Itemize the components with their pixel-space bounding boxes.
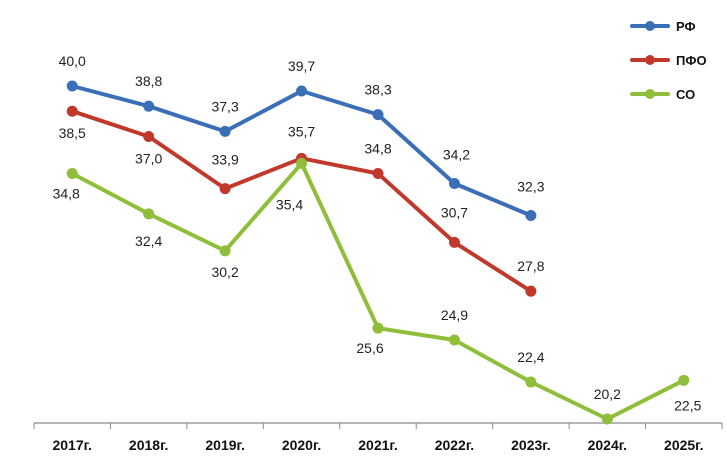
series-2-point (143, 130, 155, 142)
data-label-series-2: 33,9 (211, 152, 238, 168)
series-1-point (448, 178, 460, 190)
series-3-point (525, 376, 537, 388)
x-tick-label: 2021г. (358, 437, 397, 453)
series-3-point (143, 208, 155, 220)
series-1-point (525, 210, 537, 221)
data-label-series-1: 39,7 (288, 58, 315, 74)
x-tick-label: 2020г. (282, 437, 321, 453)
series-3-point (296, 157, 308, 169)
data-label-series-2: 37,0 (135, 150, 162, 166)
data-label-series-2: 38,5 (59, 125, 86, 141)
data-labels: 40,0 38,8 37,3 39,7 38,3 34,2 32,3 38,5 37,0 33,9… (53, 53, 702, 413)
series-1-point (66, 80, 78, 92)
legend-marker-3 (645, 89, 655, 99)
data-label-series-2: 30,7 (441, 204, 468, 220)
series-line-3 (70, 161, 686, 421)
legend-marker-1 (645, 21, 655, 31)
legend-marker-2 (645, 55, 655, 65)
data-label-series-3: 24,9 (441, 307, 468, 323)
data-label-series-2: 34,8 (364, 140, 391, 156)
data-label-series-2: 35,7 (288, 123, 315, 139)
legend-label-2: ПФО (676, 53, 707, 68)
data-label-series-1: 38,8 (135, 73, 162, 89)
series-1-point (143, 100, 155, 112)
data-label-series-1: 34,2 (443, 147, 470, 163)
data-label-series-3: 20,2 (594, 386, 621, 402)
data-label-series-3: 35,4 (276, 196, 303, 212)
series-3-point (601, 413, 613, 425)
series-3-point (219, 245, 231, 257)
x-tick-label: 2025г. (664, 437, 703, 453)
data-label-series-2: 27,8 (517, 258, 544, 274)
series-lines (70, 84, 686, 421)
series-2-point (66, 105, 78, 117)
legend: РФ ПФО СО (630, 19, 707, 102)
data-label-series-3: 34,8 (53, 185, 80, 201)
series-2-point (525, 285, 537, 297)
x-tick-label: 2023г. (511, 437, 550, 453)
series-2-point (448, 236, 460, 248)
series-1-point (296, 85, 308, 97)
x-tick-label: 2019г. (205, 437, 244, 453)
series-1-point (372, 109, 384, 121)
legend-label-1: РФ (676, 19, 696, 34)
series-3-point (448, 334, 460, 346)
series-2-point (219, 183, 231, 195)
data-label-series-3: 30,2 (211, 264, 238, 280)
series-2-point (372, 167, 384, 179)
data-label-series-3: 25,6 (356, 340, 383, 356)
series-1-point (219, 125, 231, 137)
series-3-point (678, 374, 690, 386)
data-label-series-3: 22,5 (674, 397, 701, 413)
x-tick-label: 2017г. (52, 437, 91, 453)
data-label-series-3: 32,4 (135, 233, 162, 249)
x-tick-label: 2018г. (129, 437, 168, 453)
data-label-series-1: 32,3 (517, 179, 544, 195)
data-label-series-3: 22,4 (517, 349, 544, 365)
series-points (66, 80, 690, 425)
data-label-series-1: 38,3 (364, 82, 391, 98)
series-3-point (66, 167, 78, 179)
data-label-series-1: 40,0 (59, 53, 86, 69)
data-label-series-1: 37,3 (211, 98, 238, 114)
legend-label-3: СО (676, 87, 695, 102)
x-axis: 2017г. 2018г. 2019г. 2020г. 2021г. 2022г. 2023… (33, 422, 723, 453)
series-3-point (372, 322, 384, 334)
x-tick-label: 2024г. (588, 437, 627, 453)
x-tick-label: 2022г. (435, 437, 474, 453)
